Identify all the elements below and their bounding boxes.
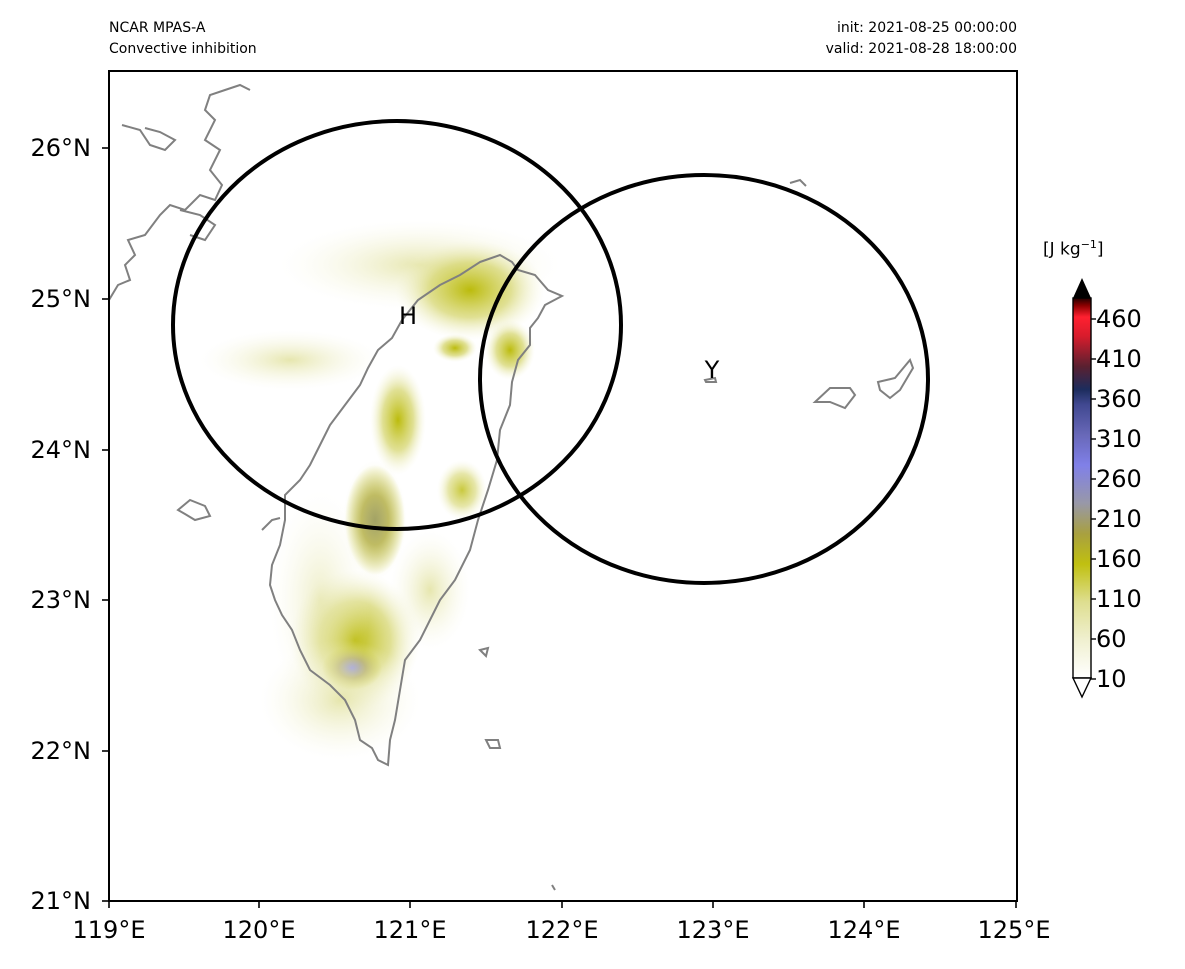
lon-tick-label: 123°E (676, 916, 750, 944)
lon-tick-label: 121°E (373, 916, 447, 944)
green-island (478, 646, 490, 658)
colorbar-tick-label: 60 (1096, 625, 1127, 653)
colorbar-tick-label: 360 (1096, 385, 1142, 413)
figure-header-left: NCAR MPAS-A Convective inhibition (109, 18, 257, 60)
miyako-island (876, 358, 915, 400)
colorbar (1071, 278, 1096, 699)
colorbar-tick-label: 10 (1096, 665, 1127, 693)
axis-ticks (102, 147, 1017, 908)
lat-tick-label: 23°N (30, 586, 92, 614)
lat-tick-label: 21°N (30, 887, 92, 915)
lon-tick-label: 125°E (977, 916, 1051, 944)
valid-time: valid: 2021-08-28 18:00:00 (825, 41, 1017, 57)
china-coastline (109, 83, 251, 301)
kinmen-island (176, 498, 212, 522)
colorbar-tick-label: 460 (1096, 305, 1142, 333)
colorbar-tick-label: 310 (1096, 425, 1142, 453)
lat-tick-label: 22°N (30, 737, 92, 765)
marker-y: Y (704, 356, 720, 384)
lon-tick-label: 120°E (222, 916, 296, 944)
variable-name: Convective inhibition (109, 41, 257, 57)
map-frame (108, 70, 1018, 902)
marker-h: H (398, 302, 418, 330)
colorbar-tick-label: 210 (1096, 505, 1142, 533)
lon-tick-label: 124°E (827, 916, 901, 944)
coastlines (109, 83, 915, 891)
colorbar-unit-label: [J kg−1] (1043, 238, 1104, 260)
penghu-island (261, 517, 281, 531)
yonaguni-island (703, 376, 718, 383)
lon-tick-label: 122°E (525, 916, 599, 944)
range-circle-y (478, 173, 930, 585)
lat-tick-label: 26°N (30, 134, 92, 162)
colorbar-extend-bottom (1071, 677, 1093, 699)
taiwan-coastline (268, 253, 565, 767)
orchid-island (484, 739, 502, 749)
colorbar-tick-label: 160 (1096, 545, 1142, 573)
colorbar-body (1072, 297, 1092, 679)
lat-tick-label: 24°N (30, 436, 92, 464)
shaded-field (200, 220, 560, 760)
range-circles (171, 119, 930, 585)
colorbar-tick-label: 410 (1096, 345, 1142, 373)
init-time: init: 2021-08-25 00:00:00 (837, 20, 1017, 36)
model-name: NCAR MPAS-A (109, 20, 206, 36)
range-circle-h (171, 119, 623, 531)
lon-tick-label: 119°E (72, 916, 146, 944)
colorbar-extend-top (1073, 278, 1091, 298)
colorbar-tick-label: 260 (1096, 465, 1142, 493)
ishigaki-island (812, 387, 857, 410)
figure-header-right: init: 2021-08-25 00:00:00 valid: 2021-08… (826, 18, 1017, 60)
lat-tick-label: 25°N (30, 285, 92, 313)
colorbar-tick-label: 110 (1096, 585, 1142, 613)
